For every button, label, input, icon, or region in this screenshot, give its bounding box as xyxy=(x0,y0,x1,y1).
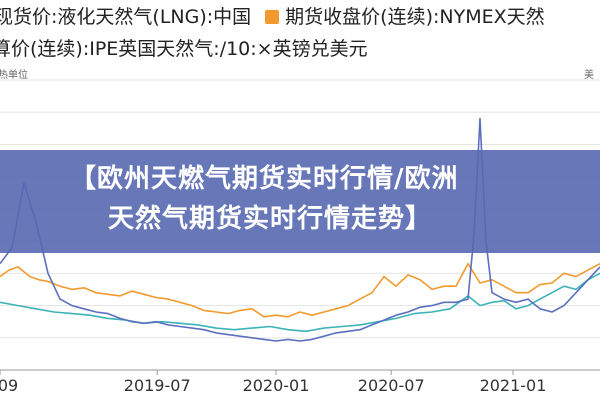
x-tick-label: 2020-07 xyxy=(358,376,425,395)
left-axis-unit: 热单位 xyxy=(0,70,28,81)
series-line-0 xyxy=(0,262,600,318)
legend-lng-label: 现货价:液化天然气(LNG):中国 xyxy=(0,6,252,28)
legend-row-2: 算价(连续):IPE英国天然气:/10:×英镑兑美元 xyxy=(0,32,368,66)
x-axis-ticks: 09 2019-07 2020-01 2020-07 2021-01 xyxy=(0,370,546,395)
series-layer xyxy=(0,117,600,342)
x-tick-label: 2019-07 xyxy=(124,376,191,395)
series-line-1 xyxy=(0,272,600,333)
title-banner: 【欧州天燃气期货实时行情/欧洲 天然气期货实时行情走势】 xyxy=(0,150,600,253)
x-tick-label: 2021-01 xyxy=(480,376,547,395)
x-tick-label: 09 xyxy=(0,376,18,395)
legend-nymex-label: 期货收盘价(连续):NYMEX天然 xyxy=(285,6,545,28)
legend-ipe-label: 算价(连续):IPE英国天然气:/10:×英镑兑美元 xyxy=(0,38,368,60)
banner-title-line-1: 【欧州天燃气期货实时行情/欧洲 xyxy=(70,164,459,194)
legend-row-1: 现货价:液化天然气(LNG):中国 期货收盘价(连续):NYMEX天然 xyxy=(0,0,545,34)
banner-title-line-2: 天然气期货实时行情走势】 xyxy=(108,204,433,234)
chart-legend: 现货价:液化天然气(LNG):中国 期货收盘价(连续):NYMEX天然 算价(连续… xyxy=(0,0,600,70)
legend-nymex-swatch xyxy=(265,10,280,24)
x-tick-label: 2020-01 xyxy=(243,376,310,395)
series-line-2 xyxy=(0,117,600,342)
right-axis-unit: 美 xyxy=(584,70,594,81)
